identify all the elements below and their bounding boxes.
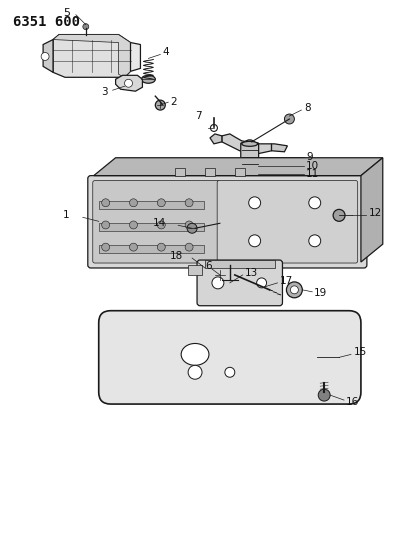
Circle shape [124, 79, 133, 87]
Text: 2: 2 [170, 97, 177, 107]
Polygon shape [222, 280, 238, 287]
Polygon shape [43, 39, 53, 72]
Circle shape [309, 197, 321, 209]
Bar [205, 168, 215, 175]
Circle shape [129, 221, 137, 229]
Text: 13: 13 [245, 268, 258, 278]
Circle shape [155, 100, 165, 110]
Circle shape [333, 209, 345, 221]
Circle shape [243, 140, 257, 154]
Ellipse shape [181, 343, 209, 365]
FancyBboxPatch shape [217, 181, 358, 263]
Circle shape [188, 365, 202, 379]
Bar [99, 201, 204, 209]
Circle shape [249, 197, 261, 209]
Circle shape [185, 221, 193, 229]
Text: 19: 19 [314, 288, 328, 298]
Text: 3: 3 [101, 87, 107, 97]
Circle shape [102, 243, 110, 251]
Circle shape [157, 243, 165, 251]
Polygon shape [210, 134, 222, 144]
Ellipse shape [142, 75, 155, 83]
Text: 8: 8 [304, 103, 311, 113]
Polygon shape [53, 35, 131, 77]
Polygon shape [94, 158, 383, 175]
Circle shape [309, 235, 321, 247]
FancyBboxPatch shape [197, 260, 282, 306]
Polygon shape [361, 158, 383, 262]
Polygon shape [131, 43, 140, 71]
Text: 1: 1 [63, 211, 70, 220]
Circle shape [157, 221, 165, 229]
Circle shape [225, 367, 235, 377]
Text: 18: 18 [170, 251, 184, 261]
Text: 6351 600: 6351 600 [13, 15, 80, 29]
Circle shape [318, 389, 330, 401]
Text: 12: 12 [369, 208, 382, 219]
Text: 6: 6 [205, 261, 212, 271]
Circle shape [102, 221, 110, 229]
Circle shape [129, 199, 137, 207]
Bar [175, 168, 185, 175]
Polygon shape [115, 75, 142, 91]
Circle shape [83, 23, 89, 30]
FancyBboxPatch shape [99, 311, 361, 404]
Text: 17: 17 [279, 276, 293, 286]
Bar [205, 260, 275, 268]
Circle shape [212, 277, 224, 289]
Text: 11: 11 [306, 168, 319, 179]
Polygon shape [272, 144, 287, 152]
Text: 5: 5 [63, 8, 70, 18]
Circle shape [286, 282, 302, 298]
Circle shape [41, 52, 49, 60]
FancyBboxPatch shape [93, 181, 220, 263]
Text: 4: 4 [162, 47, 169, 58]
Circle shape [215, 270, 225, 280]
Text: 10: 10 [306, 160, 319, 171]
Polygon shape [53, 35, 131, 77]
Circle shape [185, 243, 193, 251]
Ellipse shape [242, 141, 257, 147]
Circle shape [249, 235, 261, 247]
Bar [188, 265, 202, 275]
Text: 9: 9 [306, 152, 313, 161]
Circle shape [257, 278, 266, 288]
FancyBboxPatch shape [88, 175, 367, 268]
Circle shape [102, 199, 110, 207]
FancyBboxPatch shape [241, 143, 259, 175]
Text: 14: 14 [152, 219, 166, 228]
Circle shape [157, 199, 165, 207]
Text: 16: 16 [346, 397, 359, 407]
Circle shape [129, 243, 137, 251]
Polygon shape [222, 134, 272, 154]
Bar [99, 245, 204, 253]
Circle shape [187, 223, 197, 233]
Bar [235, 168, 245, 175]
Bar [99, 223, 204, 231]
Text: 7: 7 [195, 111, 202, 121]
Text: 15: 15 [354, 348, 367, 358]
Circle shape [284, 114, 295, 124]
Circle shape [290, 286, 298, 294]
Circle shape [211, 125, 217, 132]
Circle shape [185, 199, 193, 207]
